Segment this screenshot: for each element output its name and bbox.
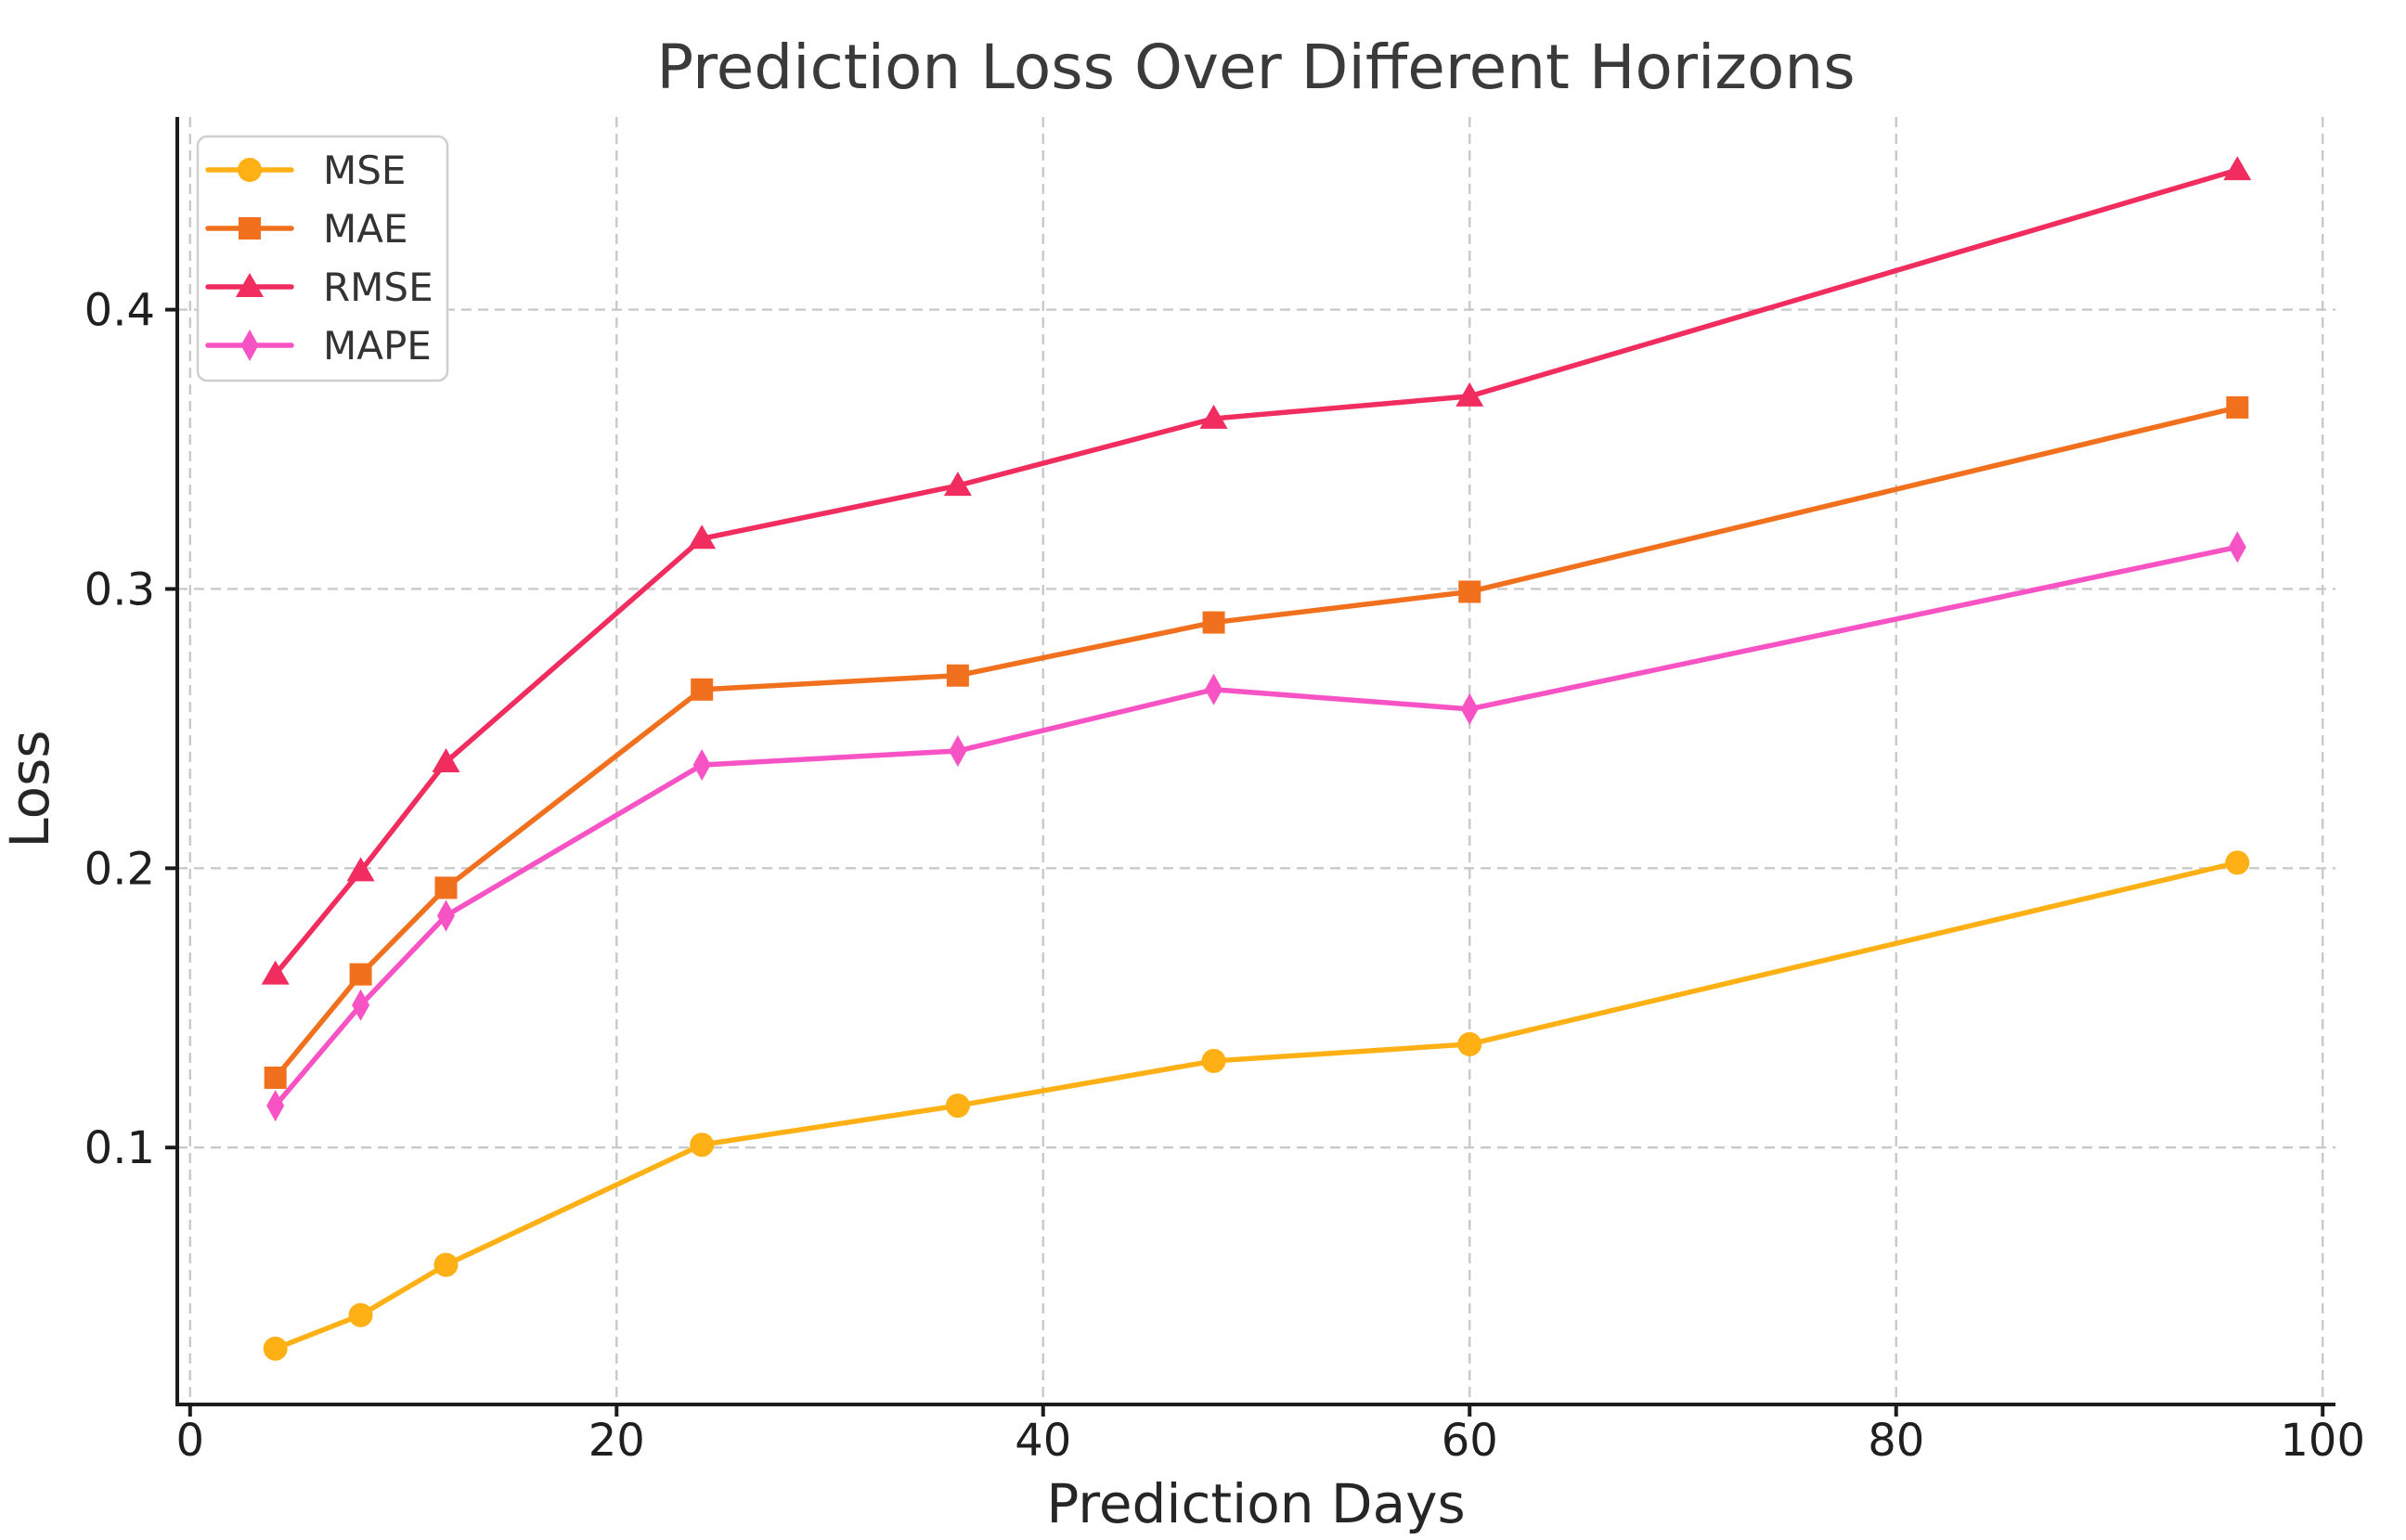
series-mape — [266, 531, 2246, 1122]
series-mae-marker — [349, 963, 372, 986]
y-tick-label-0.3: 0.3 — [84, 563, 155, 615]
series-rmse — [261, 156, 2252, 985]
series-mape-marker — [692, 749, 711, 782]
legend-label-mse: MSE — [323, 148, 406, 193]
x-tick-label-60: 60 — [1442, 1415, 1498, 1467]
series-mae-marker — [946, 664, 969, 687]
grid-layer — [177, 117, 2335, 1404]
series-rmse-marker — [1199, 404, 1228, 429]
series-layer — [261, 156, 2252, 1361]
series-mse-marker — [1201, 1048, 1226, 1073]
series-mae-marker — [264, 1066, 287, 1089]
series-rmse-marker — [346, 857, 375, 882]
legend-entry-rmse: RMSE — [205, 265, 433, 310]
x-tick-label-80: 80 — [1868, 1415, 1924, 1467]
series-mae-marker — [691, 678, 714, 701]
series-mae-marker — [434, 876, 458, 899]
series-mse-marker — [433, 1252, 459, 1277]
series-mse — [263, 850, 2250, 1361]
series-mae-marker — [1458, 580, 1481, 603]
axis-layer: 0 20 40 60 80 100 0.1 0.2 0.3 0.4 — [84, 117, 2365, 1467]
x-tick-label-20: 20 — [589, 1415, 645, 1467]
series-rmse-marker — [1455, 382, 1484, 407]
series-mape-marker — [436, 899, 455, 932]
y-tick-label-0.1: 0.1 — [84, 1122, 155, 1174]
series-mae-line — [272, 405, 2241, 1081]
series-mape-marker — [352, 989, 370, 1021]
series-rmse-marker — [2223, 156, 2252, 181]
legend-label-mae: MAE — [323, 206, 408, 252]
series-mape-marker — [266, 1090, 285, 1122]
series-mae-marker — [1202, 611, 1225, 634]
x-tick-label-40: 40 — [1015, 1415, 1071, 1467]
series-mse-marker — [263, 1336, 288, 1361]
legend-entry-mape: MAPE — [205, 323, 432, 369]
x-axis-label: Prediction Days — [1046, 1472, 1465, 1535]
series-mae — [264, 395, 2249, 1089]
series-mape-marker — [949, 734, 967, 767]
series-mse-line — [272, 860, 2241, 1352]
series-rmse-marker — [943, 472, 972, 497]
series-rmse-marker — [688, 524, 717, 550]
legend-marker-mse — [238, 158, 262, 182]
legend-entry-mse: MSE — [205, 148, 406, 193]
legend: MSE MAE RMSE MAPE — [196, 135, 449, 382]
x-tick-label-0: 0 — [176, 1415, 205, 1467]
legend-entry-mae: MAE — [205, 206, 408, 252]
legend-label-rmse: RMSE — [323, 265, 433, 310]
y-tick-label-0.4: 0.4 — [84, 285, 155, 337]
series-mse-marker — [1457, 1031, 1482, 1056]
legend-label-mape: MAPE — [323, 323, 432, 369]
series-mae-marker — [2226, 395, 2249, 419]
legend-marker-mae — [239, 217, 261, 239]
series-mse-marker — [348, 1302, 373, 1327]
series-rmse-line — [272, 167, 2241, 977]
series-mse-marker — [945, 1094, 970, 1119]
series-mape-marker — [2228, 531, 2246, 563]
legend-marker-rmse — [236, 273, 264, 297]
series-mape-marker — [1460, 692, 1479, 725]
series-mape-marker — [1205, 673, 1223, 705]
series-mse-marker — [2225, 850, 2250, 875]
y-axis-label: Loss — [0, 730, 61, 848]
series-rmse-marker — [261, 960, 290, 985]
chart-title: Prediction Loss Over Different Horizons — [656, 32, 1855, 103]
series-rmse-marker — [432, 748, 460, 773]
legend-box — [196, 135, 449, 382]
legend-marker-mape — [240, 330, 259, 361]
y-tick-label-0.2: 0.2 — [84, 843, 155, 895]
x-tick-label-100: 100 — [2280, 1415, 2365, 1467]
series-mape-line — [272, 544, 2241, 1108]
series-mse-marker — [690, 1132, 715, 1158]
